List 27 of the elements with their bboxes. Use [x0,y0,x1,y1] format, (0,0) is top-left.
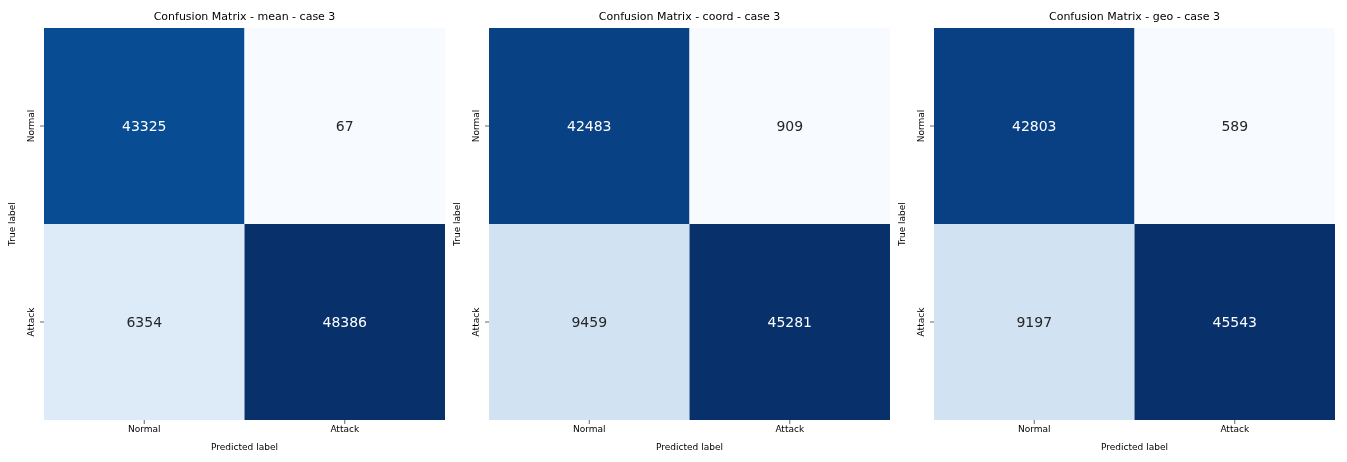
chart-title: Confusion Matrix - mean - case 3 [152,10,337,23]
x-tick-label: Attack [1220,424,1250,435]
data-label: 45281 [767,314,813,330]
data-label: 45543 [1212,314,1258,330]
x-tick-label: Normal [1017,424,1051,435]
data-label: 9459 [571,314,608,330]
x-axis-title: Predicted label [656,442,723,452]
x-axis-title: Predicted label [211,442,278,452]
chart-title: Confusion Matrix - geo - case 3 [1047,10,1221,23]
data-label: 909 [776,118,804,134]
x-axis-title: Predicted label [1101,442,1168,452]
y-axis-title: True label [7,202,18,247]
x-tick-label: Normal [572,424,606,435]
chart-title: Confusion Matrix - coord - case 3 [597,10,782,23]
data-label: 589 [1221,118,1249,134]
x-tick-label: Attack [775,424,805,435]
data-label: 42803 [1011,118,1057,134]
y-axis-title: True label [452,202,463,247]
data-label: 48386 [322,314,368,330]
data-label: 42483 [566,118,612,134]
data-label: 67 [335,118,354,134]
x-tick-label: Attack [330,424,360,435]
x-tick-label: Normal [127,424,161,435]
y-axis-title: True label [897,202,908,247]
data-label: 43325 [121,118,167,134]
data-label: 9197 [1016,314,1053,330]
data-label: 6354 [126,314,163,330]
